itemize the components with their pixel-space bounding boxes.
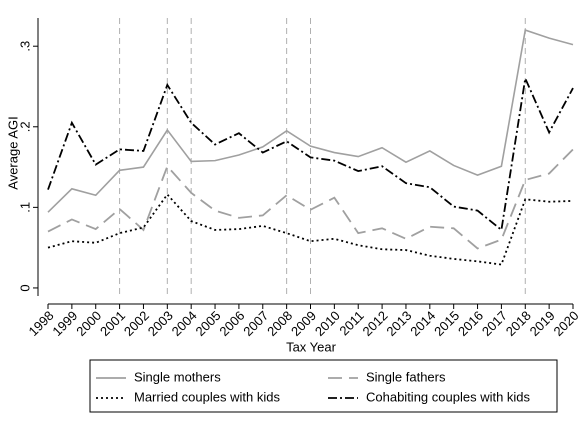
x-tick-label: 2020 bbox=[550, 308, 581, 339]
legend-label: Single fathers bbox=[366, 369, 446, 384]
x-tick-label: 2008 bbox=[264, 308, 295, 339]
series-line bbox=[47, 193, 574, 266]
x-tick-label: 2000 bbox=[73, 308, 104, 339]
series-line bbox=[47, 75, 574, 232]
y-tick-label: 0 bbox=[17, 284, 32, 291]
x-tick-label: 2001 bbox=[97, 308, 128, 339]
y-axis-title: Average AGI bbox=[5, 116, 20, 189]
x-tick-label: 2019 bbox=[527, 308, 558, 339]
series-line bbox=[47, 29, 574, 213]
legend-label: Single mothers bbox=[134, 369, 221, 384]
legend-label: Married couples with kids bbox=[134, 389, 280, 404]
x-tick-label: 2015 bbox=[431, 308, 462, 339]
x-tick-label: 2004 bbox=[169, 308, 200, 339]
series-line bbox=[47, 148, 574, 250]
x-tick-label: 2006 bbox=[216, 308, 247, 339]
y-tick-label: .1 bbox=[17, 202, 32, 213]
x-tick-label: 2018 bbox=[503, 308, 534, 339]
y-tick-label: .2 bbox=[17, 121, 32, 132]
x-tick-label: 2002 bbox=[121, 308, 152, 339]
x-tick-label: 1999 bbox=[49, 308, 80, 339]
x-tick-label: 2005 bbox=[193, 308, 224, 339]
x-tick-label: 2014 bbox=[407, 308, 438, 339]
x-tick-label: 2010 bbox=[312, 308, 343, 339]
x-tick-label: 2007 bbox=[240, 308, 271, 339]
x-tick-label: 1998 bbox=[25, 308, 56, 339]
x-axis-title: Tax Year bbox=[286, 339, 337, 354]
legend-box bbox=[89, 359, 558, 413]
x-tick-label: 2016 bbox=[455, 308, 486, 339]
legend-label: Cohabiting couples with kids bbox=[366, 389, 531, 404]
y-tick-label: .3 bbox=[17, 41, 32, 52]
x-tick-label: 2012 bbox=[360, 308, 391, 339]
x-tick-label: 2009 bbox=[288, 308, 319, 339]
x-tick-label: 2003 bbox=[145, 308, 176, 339]
x-tick-label: 2017 bbox=[479, 308, 510, 339]
x-tick-label: 2011 bbox=[336, 308, 366, 338]
x-tick-label: 2013 bbox=[383, 308, 414, 339]
